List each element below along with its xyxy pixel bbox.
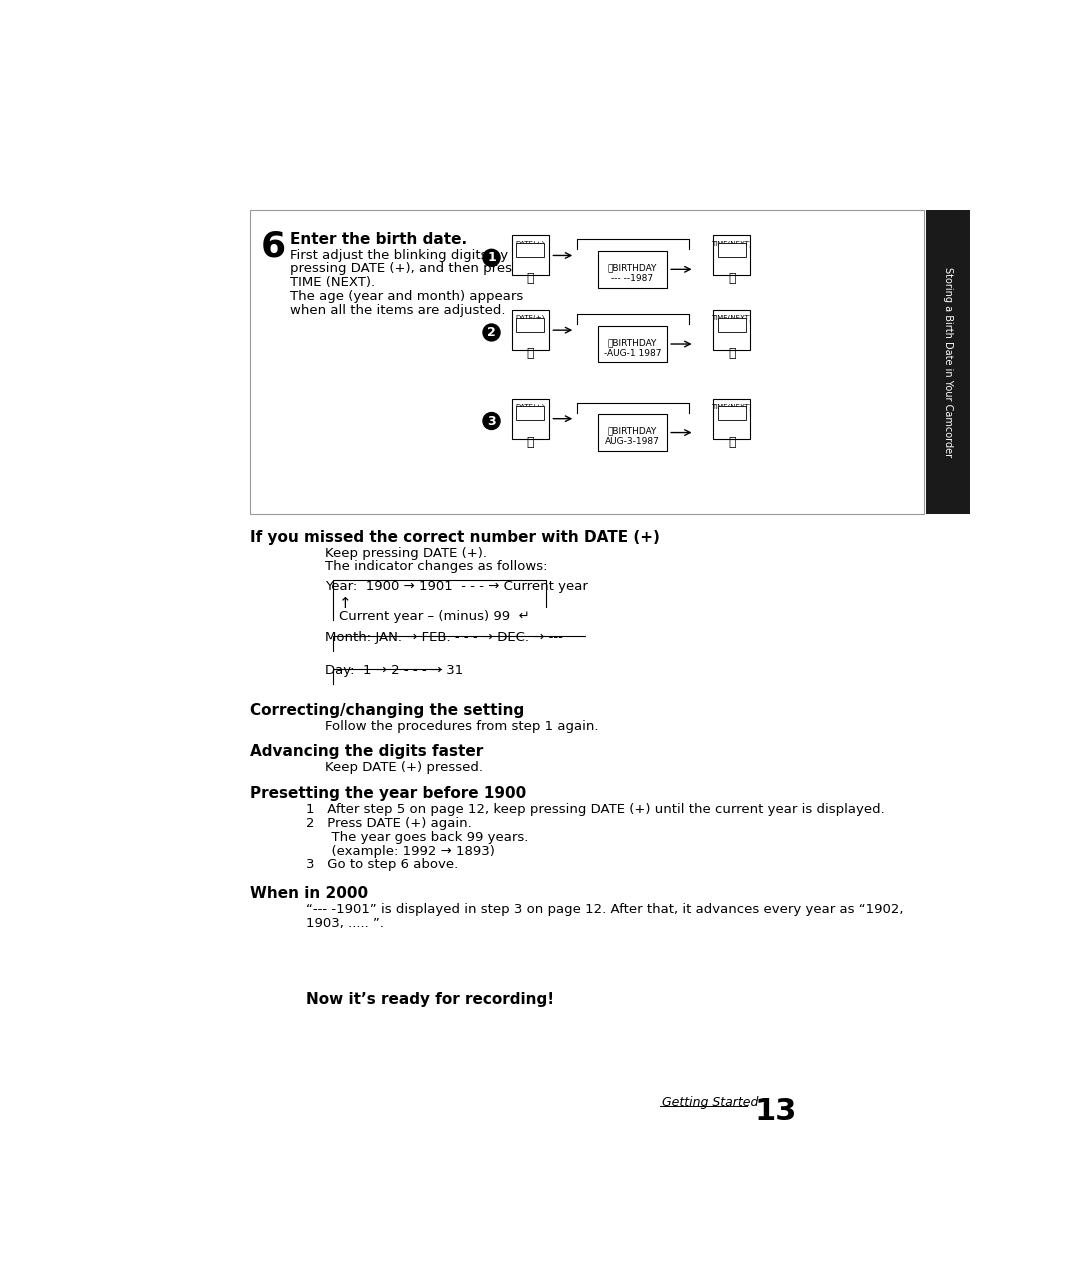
Bar <box>597 326 667 363</box>
Text: Follow the procedures from step 1 again.: Follow the procedures from step 1 again. <box>325 720 598 732</box>
Text: Correcting/changing the setting: Correcting/changing the setting <box>249 703 524 718</box>
Text: 3: 3 <box>487 415 496 428</box>
Text: ✋: ✋ <box>728 273 735 286</box>
Bar <box>713 310 751 350</box>
Text: 1: 1 <box>487 251 496 264</box>
Text: Keep DATE (+) pressed.: Keep DATE (+) pressed. <box>325 761 483 774</box>
Text: TIME(NEXT): TIME(NEXT) <box>712 315 752 321</box>
Bar <box>516 317 544 331</box>
Text: 6: 6 <box>260 230 286 263</box>
Text: DATE(+): DATE(+) <box>515 240 545 246</box>
Text: Storing a Birth Date in Your Camcorder: Storing a Birth Date in Your Camcorder <box>943 266 953 457</box>
Text: ㋗BIRTHDAY: ㋗BIRTHDAY <box>608 338 658 346</box>
Bar <box>718 317 745 331</box>
Text: Enter the birth date.: Enter the birth date. <box>291 231 468 246</box>
Text: TIME (NEXT).: TIME (NEXT). <box>291 277 375 289</box>
Text: pressing DATE (+), and then press: pressing DATE (+), and then press <box>291 263 518 275</box>
Text: ✋: ✋ <box>527 435 534 449</box>
Bar <box>249 211 924 514</box>
Text: ✋: ✋ <box>527 273 534 286</box>
Text: TIME(NEXT): TIME(NEXT) <box>712 404 752 410</box>
Bar <box>516 244 544 258</box>
Text: DATE(+): DATE(+) <box>515 315 545 321</box>
Text: Advancing the digits faster: Advancing the digits faster <box>249 745 483 759</box>
Text: 3   Go to step 6 above.: 3 Go to step 6 above. <box>306 858 458 872</box>
Text: DATE(+): DATE(+) <box>515 404 545 410</box>
Bar <box>718 406 745 420</box>
Text: 2   Press DATE (+) again.: 2 Press DATE (+) again. <box>306 817 471 830</box>
Circle shape <box>483 324 500 341</box>
Text: ✋: ✋ <box>728 435 735 449</box>
Text: ㋗BIRTHDAY: ㋗BIRTHDAY <box>608 263 658 272</box>
Text: 2: 2 <box>487 326 496 339</box>
Text: Day:  1 → 2 - - - → 31: Day: 1 → 2 - - - → 31 <box>325 665 463 678</box>
Bar <box>926 211 971 514</box>
Text: Current year – (minus) 99  ↵: Current year – (minus) 99 ↵ <box>339 609 529 623</box>
Text: The indicator changes as follows:: The indicator changes as follows: <box>325 561 548 574</box>
Text: When in 2000: When in 2000 <box>249 886 368 901</box>
Text: ↑: ↑ <box>339 596 352 610</box>
Bar <box>512 310 549 350</box>
Bar <box>597 251 667 288</box>
Bar <box>516 406 544 420</box>
Text: Keep pressing DATE (+).: Keep pressing DATE (+). <box>325 547 487 560</box>
Circle shape <box>483 412 500 429</box>
Text: 13: 13 <box>755 1098 797 1126</box>
Bar <box>718 244 745 258</box>
Text: -AUG-1 1987: -AUG-1 1987 <box>604 349 661 358</box>
Text: Getting Started: Getting Started <box>662 1095 758 1109</box>
Bar <box>512 236 549 275</box>
Text: 1903, ..... ”.: 1903, ..... ”. <box>306 917 383 930</box>
Text: First adjust the blinking digits by: First adjust the blinking digits by <box>291 249 508 261</box>
Bar <box>713 398 751 439</box>
Text: 1   After step 5 on page 12, keep pressing DATE (+) until the current year is di: 1 After step 5 on page 12, keep pressing… <box>306 803 885 816</box>
Bar <box>512 398 549 439</box>
Text: (example: 1992 → 1893): (example: 1992 → 1893) <box>306 844 495 858</box>
Text: Now it’s ready for recording!: Now it’s ready for recording! <box>306 992 554 1008</box>
Text: when all the items are adjusted.: when all the items are adjusted. <box>291 305 505 317</box>
Text: Presetting the year before 1900: Presetting the year before 1900 <box>249 786 526 801</box>
Text: The age (year and month) appears: The age (year and month) appears <box>291 291 523 303</box>
Bar <box>597 414 667 450</box>
Text: ㋗BIRTHDAY: ㋗BIRTHDAY <box>608 426 658 435</box>
Text: AUG-3-1987: AUG-3-1987 <box>605 438 660 447</box>
Bar <box>713 236 751 275</box>
Text: “--- -1901” is displayed in step 3 on page 12. After that, it advances every yea: “--- -1901” is displayed in step 3 on pa… <box>306 904 903 916</box>
Text: Year:  1900 → 1901  - - - → Current year: Year: 1900 → 1901 - - - → Current year <box>325 580 588 594</box>
Text: ✋: ✋ <box>527 348 534 360</box>
Text: ✋: ✋ <box>728 348 735 360</box>
Text: Month: JAN. → FEB. - - - → DEC. → ---: Month: JAN. → FEB. - - - → DEC. → --- <box>325 631 563 645</box>
Text: TIME(NEXT): TIME(NEXT) <box>712 240 752 246</box>
Circle shape <box>483 249 500 266</box>
Text: --- --1987: --- --1987 <box>611 274 653 283</box>
Text: The year goes back 99 years.: The year goes back 99 years. <box>306 831 528 844</box>
Text: If you missed the correct number with DATE (+): If you missed the correct number with DA… <box>249 529 660 544</box>
